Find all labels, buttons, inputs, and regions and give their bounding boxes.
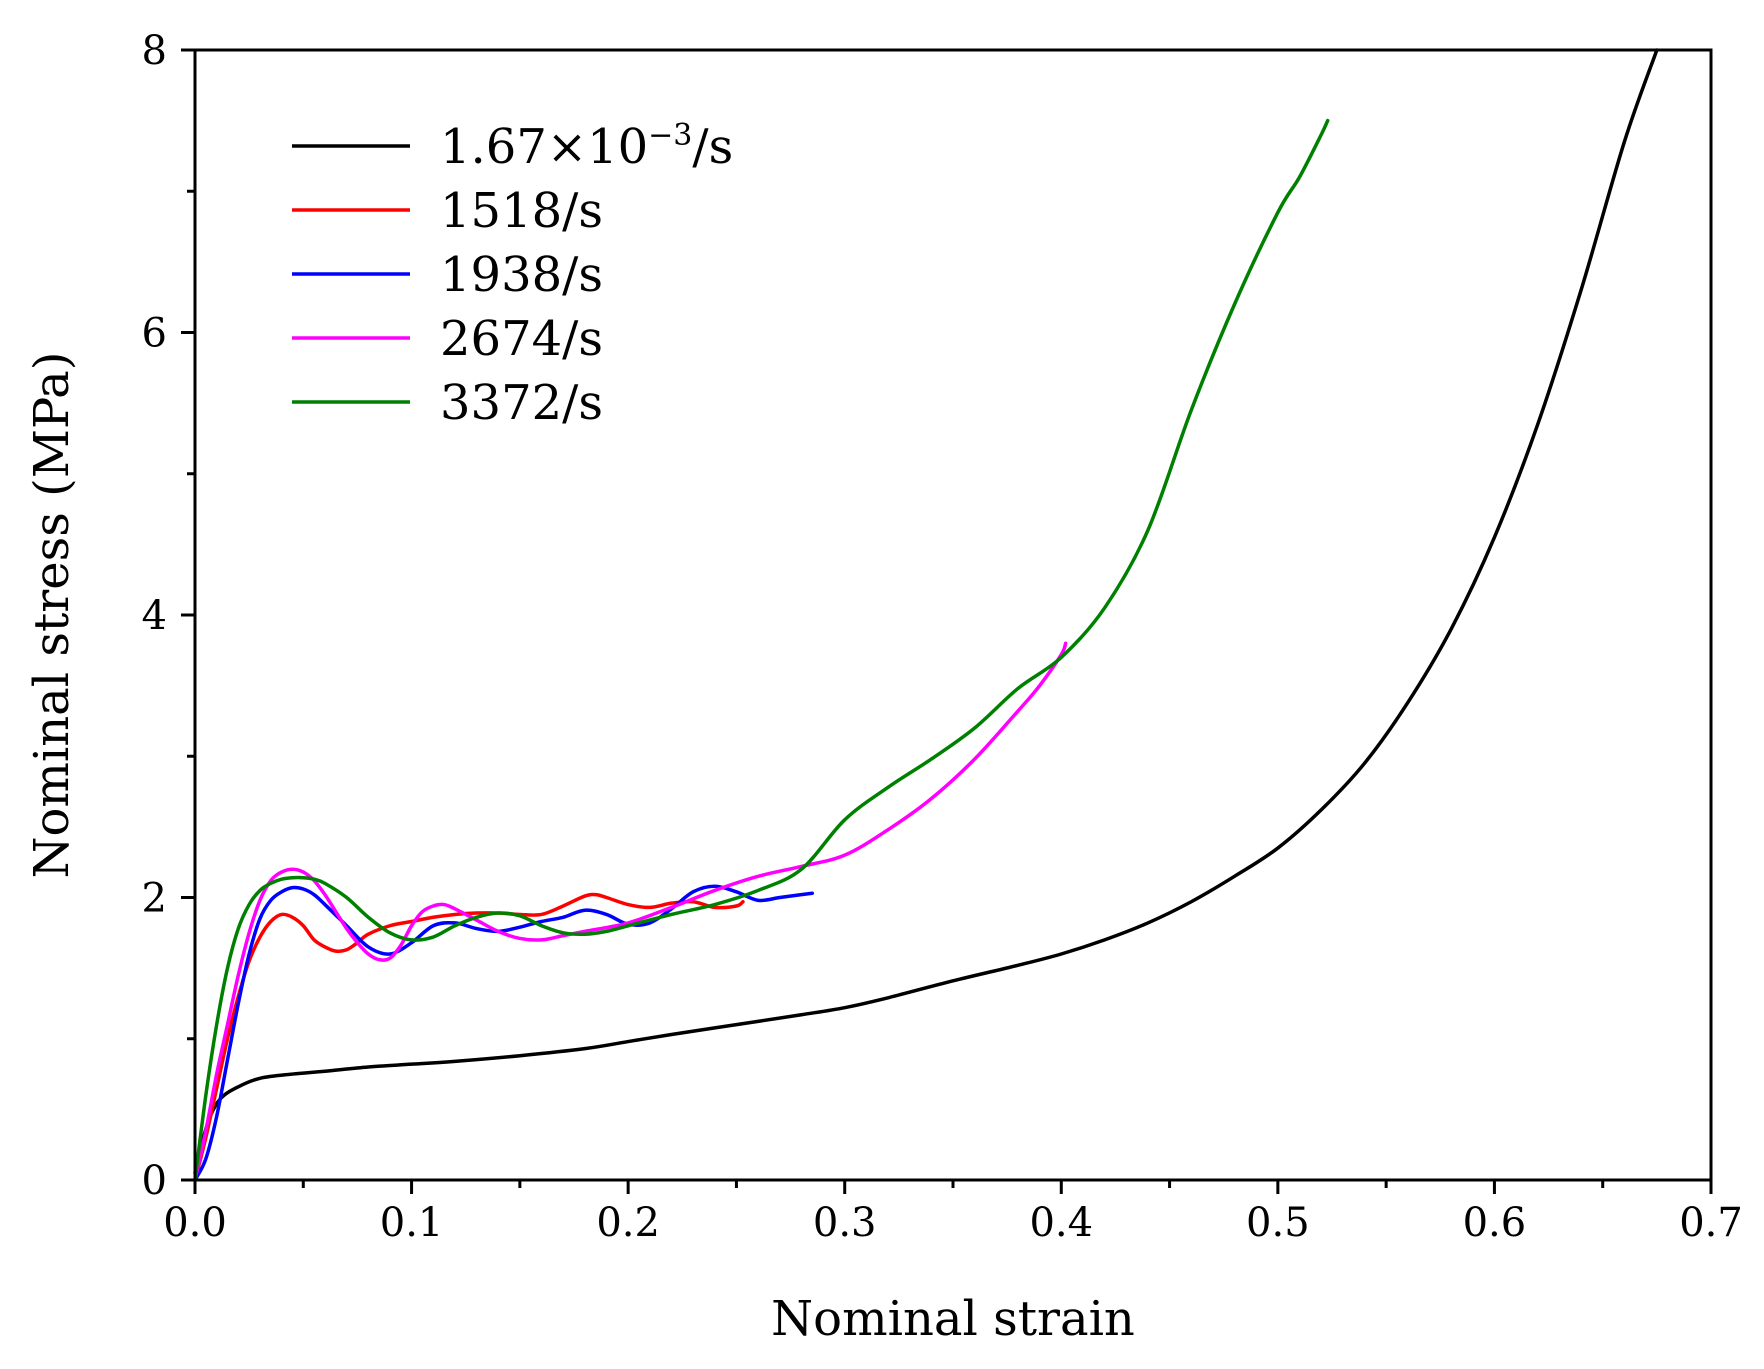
x-tick-label: 0.0 — [163, 1200, 227, 1246]
y-tick-label: 2 — [142, 876, 167, 922]
series-line-1 — [193, 48, 1659, 1175]
y-axis-title: Nominal stress (MPa) — [24, 351, 80, 878]
series-layer — [193, 48, 1659, 1182]
legend-label-4: 2674/s — [440, 311, 603, 367]
series-line-4 — [193, 641, 1068, 1182]
x-axis-title: Nominal strain — [771, 1291, 1135, 1347]
legend-label-3: 1938/s — [440, 247, 603, 303]
legend: 1.67×10−3/s 1518/s 1938/s 2674/s 3372/s — [292, 118, 733, 431]
x-tick-label: 0.4 — [1029, 1200, 1093, 1246]
legend-label-2: 1518/s — [440, 183, 603, 239]
x-tick-label: 0.7 — [1679, 1200, 1743, 1246]
tick-layer: 0.0 0.1 0.2 0.3 0.4 0.5 0.6 0.7 0 2 4 6 8 — [142, 28, 1743, 1246]
y-tick-label: 8 — [142, 28, 167, 74]
y-tick-label: 6 — [142, 311, 167, 357]
y-tick-label: 0 — [142, 1158, 167, 1204]
series-line-3 — [193, 884, 814, 1182]
x-tick-label: 0.6 — [1463, 1200, 1527, 1246]
x-tick-label: 0.2 — [596, 1200, 660, 1246]
x-tick-label: 0.5 — [1246, 1200, 1310, 1246]
series-line-2 — [193, 892, 745, 1182]
legend-label-5: 3372/s — [440, 375, 603, 431]
x-tick-label: 0.1 — [380, 1200, 444, 1246]
x-tick-label: 0.3 — [813, 1200, 877, 1246]
legend-label-1: 1.67×10−3/s — [440, 118, 733, 175]
series-line-5 — [193, 118, 1330, 1182]
y-tick-label: 4 — [142, 593, 167, 639]
